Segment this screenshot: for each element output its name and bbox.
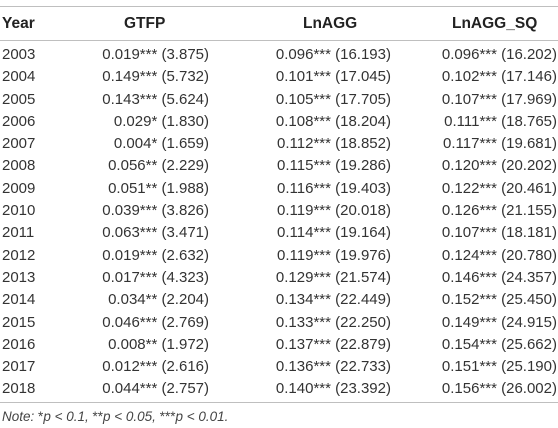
header-lnagg-sq: LnAGG_SQ (452, 15, 538, 32)
cell-lnagg: 0.114*** (19.164) (277, 224, 391, 242)
cell-lnagg-sq: 0.146*** (24.357) (441, 268, 557, 286)
cell-gtfp: 0.008** (1.972) (108, 335, 209, 353)
cell-lnagg-sq: 0.120*** (20.202) (441, 157, 557, 175)
table-row: 2016 0.008** (1.972) 0.137*** (22.879) 0.15… (0, 334, 558, 356)
cell-year: 2014 (2, 291, 36, 309)
cell-gtfp: 0.012*** (2.616) (102, 358, 209, 376)
note-p1-stars: * (38, 409, 44, 424)
cell-gtfp: 0.039*** (3.826) (102, 202, 209, 220)
cell-lnagg: 0.108*** (18.204) (275, 112, 391, 130)
cell-lnagg-sq: 0.107*** (17.969) (441, 90, 557, 108)
cell-lnagg-sq: 0.151*** (25.190) (441, 358, 557, 376)
cell-lnagg: 0.112*** (18.852) (277, 135, 391, 153)
cell-gtfp: 0.044*** (2.757) (102, 380, 209, 398)
cell-lnagg: 0.119*** (20.018) (277, 202, 391, 220)
cell-lnagg: 0.133*** (22.250) (275, 313, 391, 331)
cell-gtfp: 0.034** (2.204) (108, 291, 209, 309)
table-row: 2009 0.051** (1.988) 0.116*** (19.403) 0.12… (0, 178, 558, 200)
header-gtfp: GTFP (124, 15, 166, 32)
cell-year: 2007 (2, 135, 36, 153)
table-row: 2015 0.046*** (2.769) 0.133*** (22.250) 0.1… (0, 312, 558, 334)
note-p2-stars: ** (92, 409, 104, 424)
table-row: 2014 0.034** (2.204) 0.134*** (22.449) 0.15… (0, 289, 558, 311)
cell-lnagg-sq: 0.156*** (26.002) (441, 380, 557, 398)
note-label: Note: (2, 409, 35, 424)
table-row: 2005 0.143*** (5.624) 0.105*** (17.705) 0.1… (0, 89, 558, 111)
cell-lnagg-sq: 0.154*** (25.662) (441, 335, 557, 353)
table-row: 2012 0.019*** (2.632) 0.119*** (19.976) 0.1… (0, 245, 558, 267)
cell-gtfp: 0.029* (1.830) (113, 112, 209, 130)
cell-year: 2005 (2, 90, 36, 108)
table-body: 2003 0.019*** (3.875) 0.096*** (16.193) 0.0… (0, 44, 558, 401)
cell-lnagg-sq: 0.107*** (18.181) (441, 224, 557, 242)
table-row: 2004 0.149*** (5.732) 0.101*** (17.045) 0.1… (0, 66, 558, 88)
cell-gtfp: 0.056** (2.229) (108, 157, 209, 175)
cell-year: 2010 (2, 202, 36, 220)
cell-gtfp: 0.019*** (3.875) (102, 46, 209, 63)
cell-lnagg-sq: 0.126*** (21.155) (441, 202, 557, 220)
cell-gtfp: 0.019*** (2.632) (102, 246, 209, 264)
note-p3-text: p < 0.01. (175, 409, 229, 424)
note-p3-stars: *** (159, 409, 176, 424)
cell-lnagg-sq: 0.117*** (19.681) (443, 135, 557, 153)
cell-lnagg-sq: 0.124*** (20.780) (441, 246, 557, 264)
cell-year: 2015 (2, 313, 36, 331)
cell-gtfp: 0.017*** (4.323) (102, 268, 209, 286)
cell-gtfp: 0.149*** (5.732) (102, 68, 209, 86)
cell-year: 2006 (2, 112, 36, 130)
cell-year: 2011 (2, 224, 35, 242)
cell-lnagg: 0.101*** (17.045) (275, 68, 391, 86)
cell-gtfp: 0.143*** (5.624) (102, 90, 209, 108)
cell-year: 2008 (2, 157, 36, 175)
table-row: 2018 0.044*** (2.757) 0.140*** (23.392) 0.1… (0, 378, 558, 400)
cell-lnagg: 0.116*** (19.403) (277, 179, 391, 197)
cell-year: 2018 (2, 380, 36, 398)
cell-year: 2009 (2, 179, 36, 197)
cell-lnagg-sq: 0.111*** (18.765) (444, 112, 557, 130)
cell-year: 2012 (2, 246, 36, 264)
cell-lnagg: 0.115*** (19.286) (277, 157, 391, 175)
table-row: 2010 0.039*** (3.826) 0.119*** (20.018) 0.1… (0, 200, 558, 222)
cell-lnagg: 0.134*** (22.449) (275, 291, 391, 309)
table-header-row: Year GTFP LnAGG LnAGG_SQ (0, 11, 558, 37)
cell-lnagg: 0.096*** (16.193) (275, 46, 391, 63)
cell-lnagg: 0.136*** (22.733) (275, 358, 391, 376)
table-top-rule (0, 6, 558, 7)
table-header-rule (0, 40, 558, 41)
cell-year: 2016 (2, 335, 36, 353)
note-p2-text: p < 0.05, (103, 409, 156, 424)
cell-lnagg: 0.140*** (23.392) (275, 380, 391, 398)
cell-gtfp: 0.051** (1.988) (108, 179, 209, 197)
table-row: 2006 0.029* (1.830) 0.108*** (18.204) 0.111… (0, 111, 558, 133)
cell-year: 2003 (2, 46, 36, 63)
cell-lnagg: 0.119*** (19.976) (277, 246, 391, 264)
cell-lnagg-sq: 0.102*** (17.146) (441, 68, 557, 86)
cell-lnagg-sq: 0.149*** (24.915) (441, 313, 557, 331)
table-row: 2017 0.012*** (2.616) 0.136*** (22.733) 0.1… (0, 356, 558, 378)
cell-lnagg: 0.137*** (22.879) (275, 335, 391, 353)
cell-year: 2017 (2, 358, 36, 376)
table-bottom-rule (0, 402, 558, 403)
cell-lnagg: 0.129*** (21.574) (275, 268, 391, 286)
cell-lnagg-sq: 0.096*** (16.202) (441, 46, 557, 63)
table-row: 2013 0.017*** (4.323) 0.129*** (21.574) 0.1… (0, 267, 558, 289)
note-p1-text: p < 0.1, (43, 409, 89, 424)
cell-gtfp: 0.046*** (2.769) (102, 313, 209, 331)
cell-lnagg: 0.105*** (17.705) (275, 90, 391, 108)
cell-year: 2013 (2, 268, 36, 286)
table-row: 2011 0.063*** (3.471) 0.114*** (19.164) 0.1… (0, 222, 558, 244)
table-note: Note: *p < 0.1, **p < 0.05, ***p < 0.01. (2, 407, 228, 427)
table-row: 2008 0.056** (2.229) 0.115*** (19.286) 0.12… (0, 155, 558, 177)
header-year: Year (2, 15, 35, 32)
cell-lnagg-sq: 0.152*** (25.450) (441, 291, 557, 309)
header-lnagg: LnAGG (303, 15, 358, 32)
cell-year: 2004 (2, 68, 36, 86)
cell-lnagg-sq: 0.122*** (20.461) (441, 179, 557, 197)
cell-gtfp: 0.063*** (3.471) (102, 224, 209, 242)
table-row: 2003 0.019*** (3.875) 0.096*** (16.193) 0.0… (0, 44, 558, 66)
table-row: 2007 0.004* (1.659) 0.112*** (18.852) 0.117… (0, 133, 558, 155)
cell-gtfp: 0.004* (1.659) (113, 135, 209, 153)
